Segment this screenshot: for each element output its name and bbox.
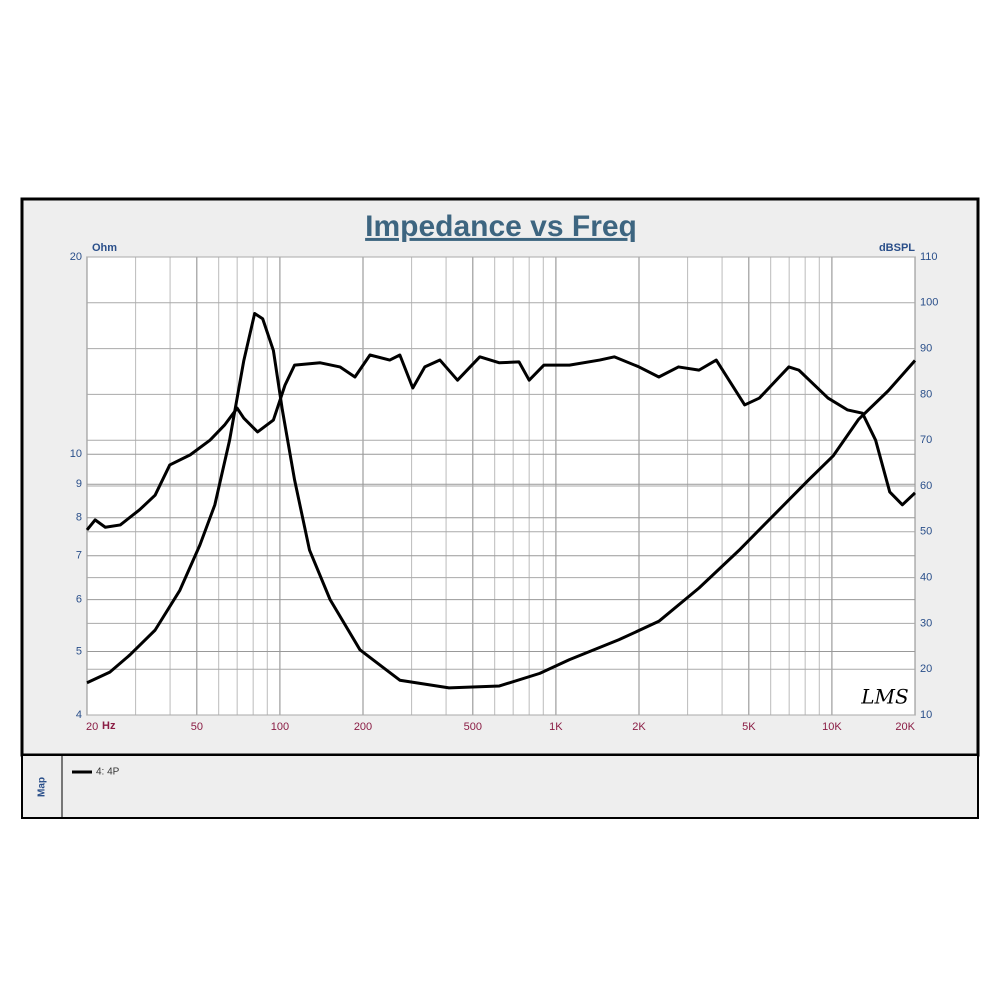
y2-tick-label: 100: [920, 297, 938, 309]
x-tick-label: 500: [464, 721, 482, 733]
labels: 20 50 100 200 500 1K 2K 5K 10K 20K 4 5 6 7 8 9 10 20 10 20 3…: [70, 251, 939, 778]
y2-tick-label: 110: [920, 251, 938, 263]
series-line: [85, 353, 917, 531]
y-tick-label: 4: [76, 709, 82, 721]
y2-tick-label: 10: [920, 709, 932, 721]
y-tick-label: 5: [76, 645, 82, 657]
y-axis-label: Ohm: [92, 242, 117, 254]
y-tick-label: 20: [70, 251, 82, 263]
x-tick-label: 5K: [742, 721, 756, 733]
y-tick-label: 9: [76, 478, 82, 490]
x-tick-label: 200: [354, 721, 372, 733]
legend-frame: [21, 754, 979, 819]
y-tick-label: 6: [76, 594, 82, 606]
x-axis-unit: Hz: [102, 720, 116, 732]
grid: [86, 256, 916, 716]
x-tick-label: 2K: [632, 721, 646, 733]
x-tick-label: 10K: [822, 721, 842, 733]
series-group: [85, 311, 917, 690]
legend-title: Map: [37, 777, 48, 797]
y-tick-label: 10: [70, 448, 82, 460]
y2-tick-label: 30: [920, 617, 932, 629]
y2-tick-label: 50: [920, 526, 932, 538]
series-line: [86, 311, 917, 690]
x-tick-label: 1K: [549, 721, 563, 733]
y2-tick-label: 20: [920, 663, 932, 675]
x-tick-label: 20: [86, 721, 98, 733]
y-tick-label: 8: [76, 512, 82, 524]
x-tick-label: 100: [271, 721, 289, 733]
x-tick-label: 50: [191, 721, 203, 733]
y2-tick-label: 70: [920, 434, 932, 446]
y2-tick-label: 90: [920, 343, 932, 355]
y-tick-label: 7: [76, 550, 82, 562]
chart-title: Impedance vs Freq: [365, 210, 637, 243]
legend-label: 4: 4P: [96, 767, 120, 778]
watermark: LMS: [860, 685, 908, 709]
x-tick-label: 20K: [895, 721, 915, 733]
y2-tick-label: 60: [920, 480, 932, 492]
y2-axis-label: dBSPL: [879, 242, 915, 254]
y2-tick-label: 80: [920, 388, 932, 400]
y2-tick-label: 40: [920, 572, 932, 584]
